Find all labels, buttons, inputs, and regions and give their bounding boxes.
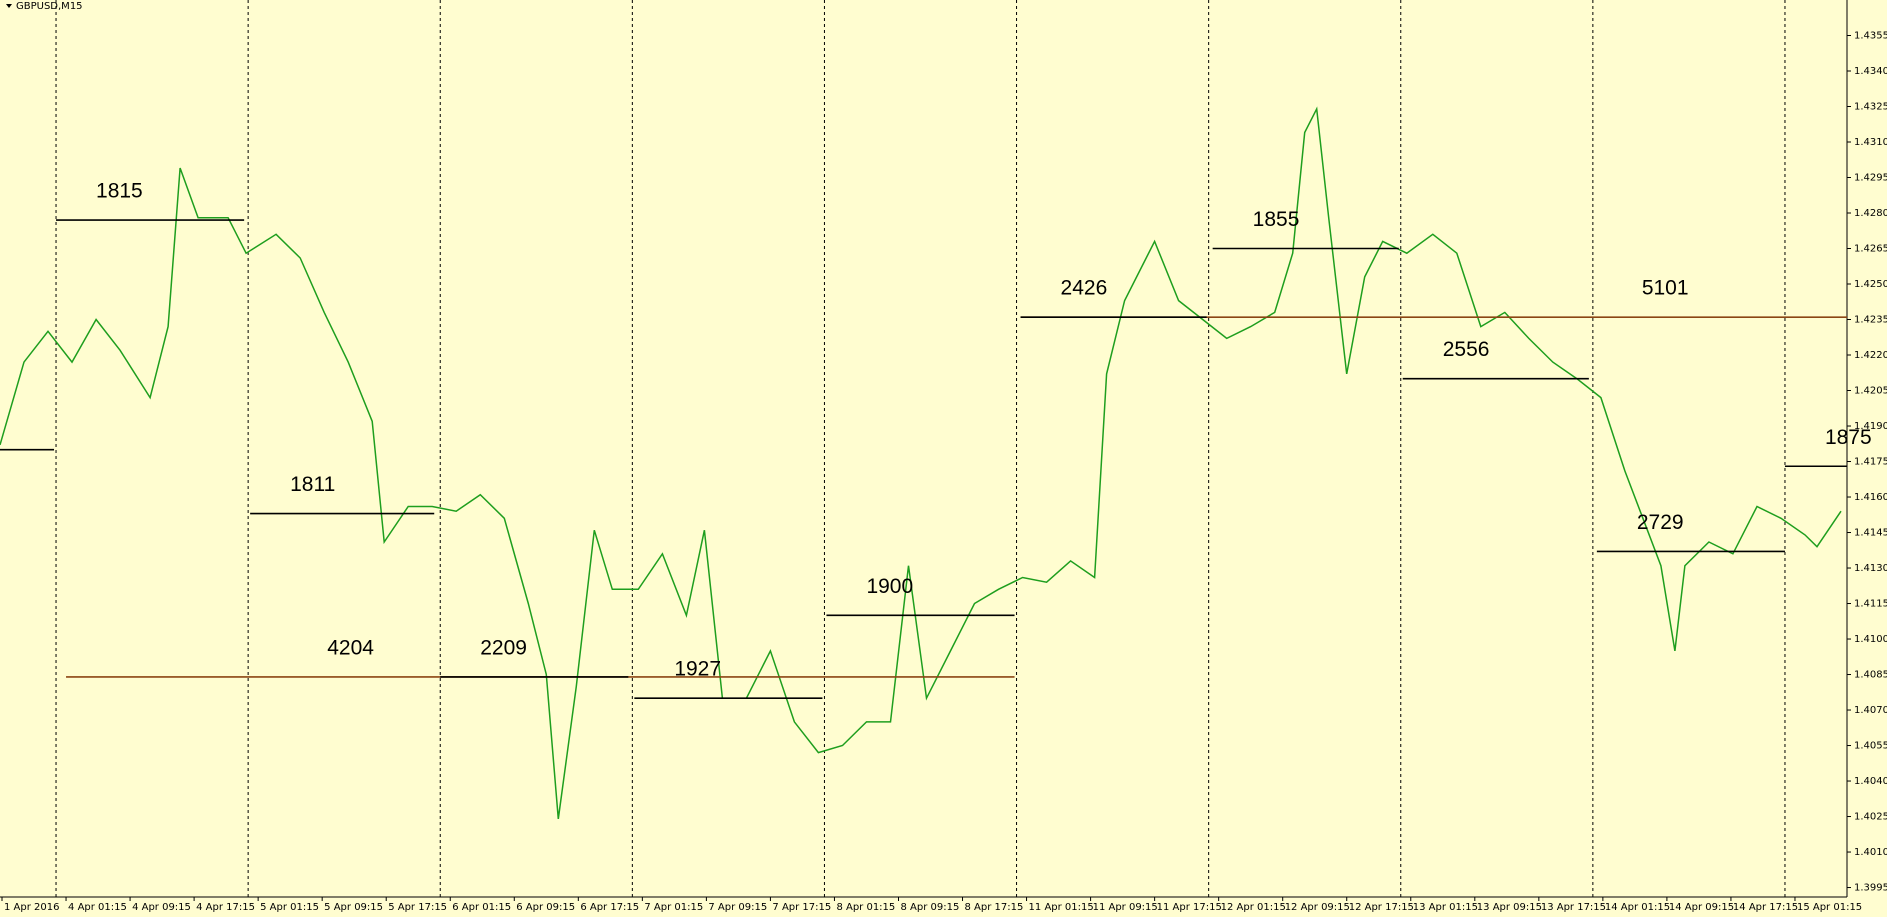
- y-tick-label: 1.4160: [1854, 492, 1887, 503]
- x-tick-label: 4 Apr 17:15: [196, 902, 255, 913]
- x-tick-label: 14 Apr 17:15: [1733, 902, 1798, 913]
- y-tick-label: 1.4115: [1854, 599, 1887, 610]
- x-tick-label: 4 Apr 01:15: [68, 902, 127, 913]
- y-tick-label: 1.4010: [1854, 847, 1887, 858]
- x-tick-label: 14 Apr 01:15: [1605, 902, 1670, 913]
- level-label: 2426: [1061, 277, 1108, 300]
- x-tick-label: 8 Apr 01:15: [836, 902, 895, 913]
- y-tick-label: 1.4310: [1854, 137, 1887, 148]
- level-label: 1900: [866, 575, 913, 598]
- x-tick-label: 5 Apr 17:15: [388, 902, 447, 913]
- x-tick-label: 5 Apr 09:15: [324, 902, 383, 913]
- y-tick-label: 1.4340: [1854, 66, 1887, 77]
- x-tick-label: 6 Apr 17:15: [580, 902, 639, 913]
- level-label: 4204: [327, 636, 374, 659]
- y-tick-label: 1.4055: [1854, 741, 1887, 752]
- y-tick-label: 1.4070: [1854, 705, 1887, 716]
- y-tick-label: 1.4235: [1854, 315, 1887, 326]
- level-label: 1927: [674, 658, 721, 681]
- x-tick-label: 12 Apr 17:15: [1349, 902, 1414, 913]
- y-tick-label: 1.3995: [1854, 883, 1887, 894]
- y-tick-label: 1.4145: [1854, 528, 1887, 539]
- y-tick-label: 1.4280: [1854, 208, 1887, 219]
- x-tick-label: 6 Apr 09:15: [516, 902, 575, 913]
- x-tick-label: 7 Apr 09:15: [708, 902, 767, 913]
- y-tick-label: 1.4190: [1854, 421, 1887, 432]
- price-line: [0, 106, 1842, 820]
- y-tick-label: 1.4220: [1854, 350, 1887, 361]
- x-tick-label: 13 Apr 01:15: [1413, 902, 1478, 913]
- y-tick-label: 1.4025: [1854, 812, 1887, 823]
- x-tick-label: 11 Apr 01:15: [1029, 902, 1094, 913]
- x-tick-label: 8 Apr 09:15: [900, 902, 959, 913]
- level-label: 2209: [480, 636, 527, 659]
- x-tick-label: 13 Apr 09:15: [1477, 902, 1542, 913]
- y-tick-label: 1.4130: [1854, 563, 1887, 574]
- level-label: 1811: [290, 473, 335, 496]
- x-tick-label: 1 Apr 2016: [4, 902, 59, 913]
- x-tick-label: 12 Apr 09:15: [1285, 902, 1350, 913]
- level-label: 1855: [1253, 208, 1300, 231]
- x-tick-label: 13 Apr 17:15: [1541, 902, 1606, 913]
- y-tick-label: 1.4040: [1854, 776, 1887, 787]
- y-tick-label: 1.4355: [1854, 31, 1887, 42]
- y-tick-label: 1.4205: [1854, 386, 1887, 397]
- x-tick-label: 6 Apr 01:15: [452, 902, 511, 913]
- chart-title: GBPUSD,M15: [16, 1, 83, 12]
- y-tick-label: 1.4250: [1854, 279, 1887, 290]
- y-tick-label: 1.4175: [1854, 457, 1887, 468]
- x-tick-label: 11 Apr 09:15: [1093, 902, 1158, 913]
- level-label: 2556: [1443, 338, 1490, 361]
- menu-arrow: [6, 4, 12, 8]
- x-tick-label: 11 Apr 17:15: [1157, 902, 1222, 913]
- y-tick-label: 1.4265: [1854, 244, 1887, 255]
- x-tick-label: 4 Apr 09:15: [132, 902, 191, 913]
- level-label: 1815: [96, 180, 143, 203]
- x-tick-label: 8 Apr 17:15: [965, 902, 1024, 913]
- level-label: 2729: [1637, 511, 1684, 534]
- level-label: 5101: [1642, 277, 1689, 300]
- x-tick-label: 7 Apr 17:15: [772, 902, 831, 913]
- y-tick-label: 1.4295: [1854, 173, 1887, 184]
- x-tick-label: 7 Apr 01:15: [644, 902, 703, 913]
- level-label: 1875: [1825, 426, 1872, 449]
- y-tick-label: 1.4100: [1854, 634, 1887, 645]
- x-tick-label: 5 Apr 01:15: [260, 902, 319, 913]
- y-tick-label: 1.4085: [1854, 670, 1887, 681]
- x-tick-label: 12 Apr 01:15: [1221, 902, 1286, 913]
- x-tick-label: 14 Apr 09:15: [1669, 902, 1734, 913]
- y-tick-label: 1.4325: [1854, 102, 1887, 113]
- x-tick-label: 15 Apr 01:15: [1797, 902, 1862, 913]
